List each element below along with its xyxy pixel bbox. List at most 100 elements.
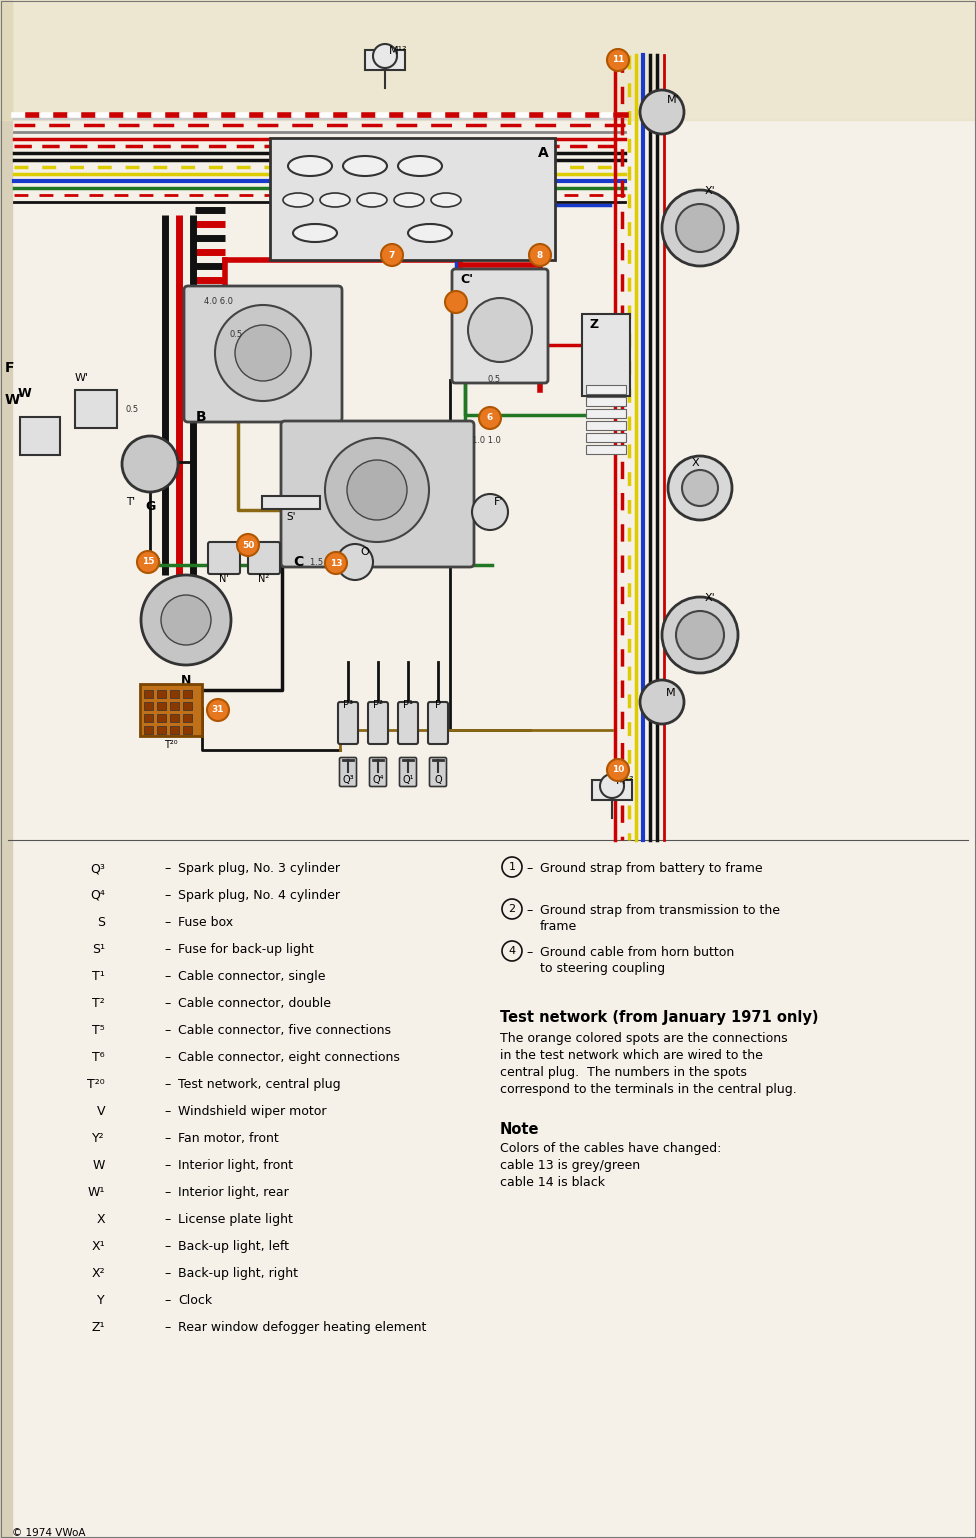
Circle shape	[141, 575, 231, 664]
Circle shape	[325, 438, 429, 541]
Circle shape	[137, 551, 159, 574]
Bar	[183, 726, 192, 734]
Text: A: A	[538, 146, 549, 160]
Circle shape	[676, 611, 724, 658]
Text: –: –	[165, 1024, 171, 1037]
Circle shape	[347, 460, 407, 520]
Text: X¹: X¹	[92, 1240, 105, 1253]
Text: –: –	[527, 861, 533, 875]
Text: 4.0 6.0: 4.0 6.0	[204, 297, 233, 306]
Text: –: –	[165, 889, 171, 901]
Text: M¹²: M¹²	[616, 777, 634, 786]
Circle shape	[161, 595, 211, 644]
Circle shape	[668, 455, 732, 520]
Circle shape	[215, 305, 311, 401]
Text: F: F	[5, 361, 15, 375]
Text: X': X'	[705, 594, 715, 603]
Circle shape	[468, 298, 532, 361]
Circle shape	[207, 698, 229, 721]
Text: P³: P³	[343, 700, 353, 711]
Ellipse shape	[408, 225, 452, 241]
Text: Fuse for back-up light: Fuse for back-up light	[178, 943, 313, 957]
FancyBboxPatch shape	[398, 701, 418, 744]
Text: M¹²: M¹²	[389, 46, 408, 55]
Text: 0.5: 0.5	[126, 404, 140, 414]
Text: T⁶: T⁶	[93, 1050, 105, 1064]
Text: 1.5: 1.5	[148, 558, 161, 568]
Text: S: S	[97, 917, 105, 929]
Text: correspond to the terminals in the central plug.: correspond to the terminals in the centr…	[500, 1083, 796, 1097]
Text: X: X	[692, 458, 700, 468]
Circle shape	[607, 49, 629, 71]
Text: N: N	[181, 674, 191, 687]
Ellipse shape	[320, 192, 350, 208]
Text: –: –	[165, 917, 171, 929]
Text: 8: 8	[537, 251, 543, 260]
Text: P²: P²	[373, 700, 383, 711]
Circle shape	[325, 552, 347, 574]
Text: 1.5  0.5: 1.5 0.5	[310, 558, 342, 568]
Text: The orange colored spots are the connections: The orange colored spots are the connect…	[500, 1032, 788, 1044]
Bar	[170, 726, 179, 734]
Text: T': T'	[126, 497, 135, 508]
Text: –: –	[165, 1078, 171, 1090]
Text: T²: T²	[93, 997, 105, 1010]
Bar	[586, 384, 626, 394]
Text: P: P	[435, 700, 441, 711]
Text: Windshield wiper motor: Windshield wiper motor	[178, 1104, 327, 1118]
Text: Q⁴: Q⁴	[372, 775, 384, 784]
Text: S': S'	[286, 512, 296, 521]
Text: Ground strap from battery to frame: Ground strap from battery to frame	[540, 861, 762, 875]
Text: –: –	[165, 1104, 171, 1118]
Text: Colors of the cables have changed:: Colors of the cables have changed:	[500, 1143, 721, 1155]
Ellipse shape	[293, 225, 337, 241]
Text: –: –	[165, 1240, 171, 1253]
Bar	[586, 409, 626, 418]
Text: Q³: Q³	[343, 775, 354, 784]
Text: –: –	[165, 970, 171, 983]
Text: –: –	[165, 861, 171, 875]
Ellipse shape	[394, 192, 424, 208]
Bar	[144, 726, 153, 734]
Text: cable 14 is black: cable 14 is black	[500, 1177, 605, 1189]
Bar	[183, 691, 192, 698]
Text: X': X'	[705, 186, 715, 195]
Circle shape	[662, 191, 738, 266]
Text: C: C	[293, 555, 304, 569]
Bar	[262, 495, 320, 509]
Bar	[183, 701, 192, 711]
FancyBboxPatch shape	[281, 421, 474, 568]
Circle shape	[445, 291, 467, 314]
Text: to steering coupling: to steering coupling	[540, 961, 665, 975]
Text: 0.5: 0.5	[230, 331, 243, 338]
Circle shape	[479, 408, 501, 429]
Text: central plug.  The numbers in the spots: central plug. The numbers in the spots	[500, 1066, 747, 1080]
Text: –: –	[165, 1267, 171, 1280]
Text: 31: 31	[212, 706, 224, 715]
Text: B: B	[196, 411, 207, 424]
Text: Cable connector, double: Cable connector, double	[178, 997, 331, 1010]
FancyBboxPatch shape	[248, 541, 280, 574]
Text: Cable connector, eight connections: Cable connector, eight connections	[178, 1050, 400, 1064]
Text: T⁵: T⁵	[93, 1024, 105, 1037]
Bar	[157, 714, 166, 721]
Bar	[157, 726, 166, 734]
Text: Q¹: Q¹	[402, 775, 414, 784]
Text: F'': F''	[384, 494, 394, 504]
Bar	[592, 780, 632, 800]
Text: –: –	[165, 1186, 171, 1200]
Text: Ground strap from transmission to the: Ground strap from transmission to the	[540, 904, 780, 917]
Text: S¹: S¹	[92, 943, 105, 957]
Bar	[0, 0, 12, 1538]
FancyBboxPatch shape	[338, 701, 358, 744]
Text: © 1974 VWoA: © 1974 VWoA	[12, 1527, 86, 1538]
Text: Fan motor, front: Fan motor, front	[178, 1132, 279, 1144]
Text: X²: X²	[92, 1267, 105, 1280]
Circle shape	[237, 534, 259, 557]
Text: –: –	[165, 997, 171, 1010]
Text: Note: Note	[500, 1123, 540, 1137]
Text: F': F'	[494, 497, 504, 508]
Text: N²: N²	[259, 574, 269, 584]
Text: Z¹: Z¹	[92, 1321, 105, 1333]
Text: Cable connector, single: Cable connector, single	[178, 970, 326, 983]
